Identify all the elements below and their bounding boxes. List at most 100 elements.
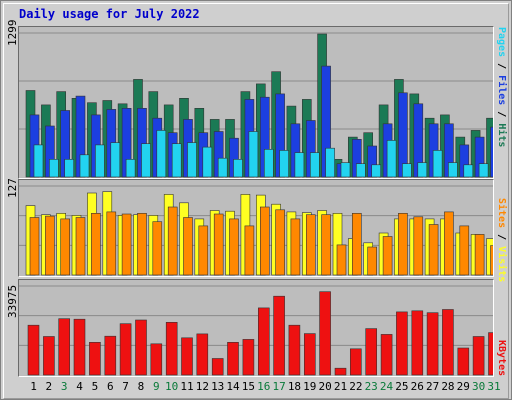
pages-bar: [432, 150, 443, 178]
x-tick-label: 17: [272, 380, 286, 393]
kbytes-bar: [227, 341, 239, 376]
kbytes-bar: [58, 318, 71, 376]
x-tick-label: 2: [45, 380, 53, 393]
sites-bar: [121, 213, 132, 276]
x-tick-label: 9: [152, 380, 160, 393]
sites-bar: [336, 244, 347, 276]
visitors-panel: [18, 179, 494, 277]
pages-bar: [125, 159, 136, 178]
x-tick-label: 25: [395, 380, 409, 393]
sites-bar: [137, 212, 147, 276]
x-tick-label: 7: [122, 380, 129, 393]
kbytes-bar: [273, 295, 285, 376]
sites-bar: [321, 214, 331, 276]
x-axis-labels: 1 2 3 4 5 6 7 8 9 10 11 12 13 14 15 16 17 18 19 20 21 22 23 24 2…: [18, 380, 500, 394]
pages-bar: [171, 143, 182, 178]
sites-bar: [459, 225, 470, 276]
x-tick-label: 27: [425, 380, 440, 393]
x-tick-label: 10: [165, 380, 179, 393]
kbytes-bar: [119, 323, 132, 376]
kbytes-bar: [27, 324, 40, 376]
kbytes-bar: [319, 291, 331, 376]
legend-separator: /: [496, 57, 507, 76]
sites-bar: [275, 209, 285, 276]
sites-bar: [260, 206, 270, 276]
requests-ymax-label: 1299: [6, 19, 19, 47]
files-bar: [490, 126, 493, 178]
pages-bar: [110, 142, 121, 178]
x-tick-label: 5: [91, 380, 99, 393]
x-tick-label: 13: [211, 380, 225, 393]
pages-bar: [294, 152, 305, 178]
kbytes-bar: [380, 334, 393, 376]
x-tick-label: 6: [106, 380, 114, 393]
kbytes-bar: [258, 307, 270, 376]
kbytes-bar: [196, 333, 209, 376]
x-tick-label: 11: [180, 380, 194, 393]
x-tick-label: 4: [76, 380, 83, 393]
x-tick-label: 15: [241, 380, 256, 393]
pages-bar: [371, 164, 382, 178]
x-tick-label: 1: [30, 380, 37, 393]
sites-bar: [198, 225, 209, 276]
kbytes-bar: [411, 310, 424, 376]
kbytes-bar: [303, 333, 316, 376]
kbytes-bar: [135, 319, 147, 376]
kbytes-bar: [288, 324, 301, 376]
legend-hits: Hits: [496, 123, 507, 148]
x-tick-label: 18: [287, 380, 302, 393]
chart-title: Daily usage for July 2022: [19, 7, 200, 21]
x-tick-label: 31: [487, 380, 501, 393]
sites-bar: [305, 214, 316, 276]
sites-bar: [382, 236, 393, 276]
kbytes-panel: [18, 279, 494, 377]
sites-bar: [91, 212, 101, 276]
sites-bar: [398, 212, 408, 276]
x-tick-label: 30: [472, 380, 486, 393]
requests-panel: [18, 26, 494, 179]
sites-bar: [29, 217, 40, 276]
pages-bar: [325, 147, 335, 178]
sites-bar: [229, 218, 239, 276]
x-tick-label: 12: [195, 380, 209, 393]
kbytes-bar: [165, 321, 178, 376]
visitors-ymax-label: 127: [6, 178, 19, 198]
pages-bar: [248, 131, 259, 178]
kbytes-bar: [396, 311, 408, 376]
kbytes-bar: [349, 348, 362, 376]
legend-pages: Pages: [496, 27, 507, 58]
sites-bar: [213, 213, 224, 276]
sites-bar: [106, 211, 117, 276]
pages-bar: [309, 152, 320, 178]
pages-bar: [264, 149, 274, 178]
pages-bar: [187, 142, 197, 178]
sites-bar: [444, 211, 454, 276]
kbytes-chart: [19, 285, 493, 376]
pages-bar: [340, 162, 351, 178]
legend-files: Files: [496, 75, 507, 106]
pages-bar: [478, 163, 489, 178]
x-tick-label: 28: [441, 380, 455, 393]
x-tick-label: 8: [137, 380, 145, 393]
kbytes-bar: [89, 341, 101, 376]
x-tick-label: 16: [257, 380, 271, 393]
pages-bar: [386, 140, 397, 178]
x-tick-label: 19: [303, 380, 317, 393]
legend-visits: Visits: [496, 246, 507, 283]
sites-bar: [45, 215, 55, 276]
pages-bar: [417, 162, 428, 178]
kbytes-bar: [43, 336, 55, 376]
x-tick-label: 23: [364, 380, 378, 393]
kbytes-bar: [457, 347, 470, 376]
chart-frame-inner: [3, 3, 509, 399]
sites-bar: [60, 218, 71, 276]
x-tick-label: 22: [349, 380, 363, 393]
pages-bar: [402, 163, 412, 178]
sites-bar: [167, 206, 178, 276]
kbytes-ymax-label: 33975: [6, 284, 19, 318]
kbytes-legend: KBytes: [496, 340, 507, 376]
requests-legend: Pages / Files / Hits: [496, 27, 507, 147]
x-tick-label: 21: [333, 380, 348, 393]
sites-bar: [428, 224, 439, 276]
kbytes-bar: [211, 358, 224, 376]
